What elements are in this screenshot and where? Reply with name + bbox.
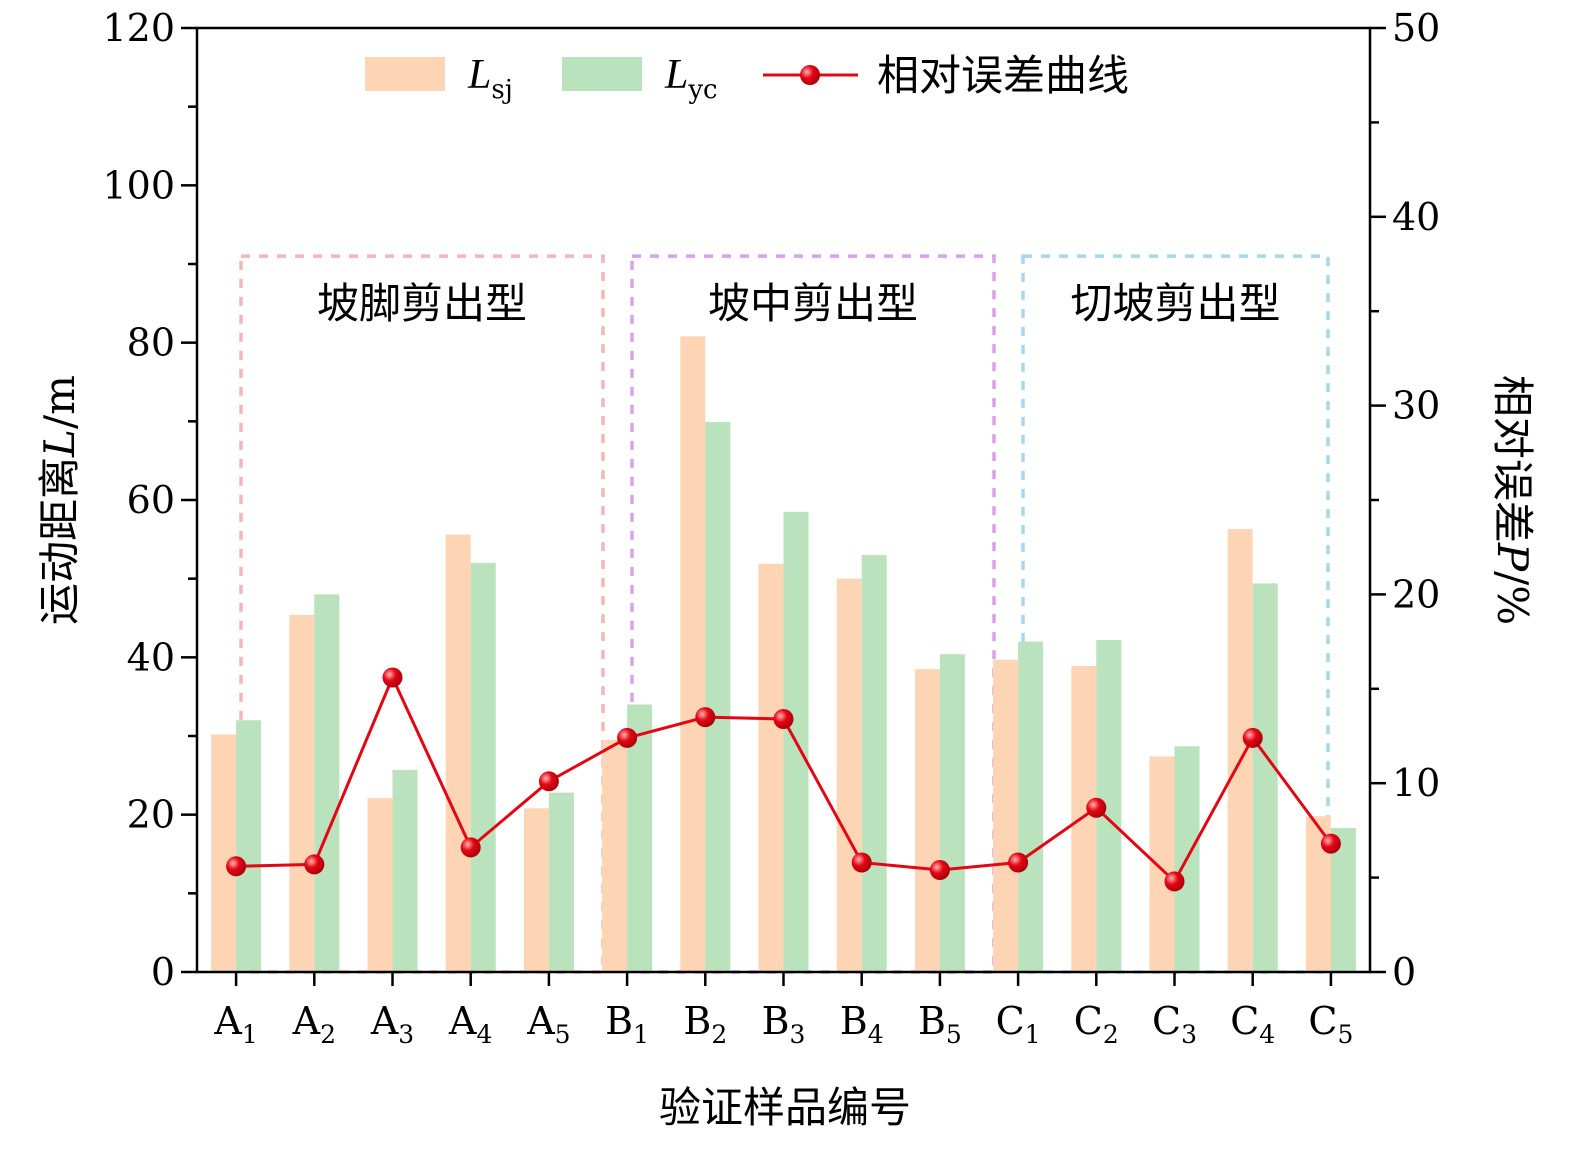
legend-swatch-lsj	[365, 57, 445, 91]
bar-lyc-14	[1252, 583, 1278, 972]
bar-lsj-7	[680, 336, 706, 973]
group-label-2: 坡中剪出型	[708, 279, 918, 328]
group-labels: 坡脚剪出型 坡中剪出型 切坡剪出型	[317, 279, 1281, 328]
bar-lsj-11	[993, 659, 1019, 972]
x-tick-label: A5	[526, 999, 570, 1049]
error-point-8	[773, 709, 794, 730]
bar-lyc-9	[861, 555, 887, 972]
x-tick-label: A4	[448, 999, 492, 1049]
y-axis-left-title: 运动距离L/m	[35, 375, 84, 625]
bar-lyc-6	[627, 704, 653, 972]
y-left-tick-label: 20	[127, 793, 175, 837]
bar-lsj-9	[836, 578, 862, 972]
y-left-tick-label: 80	[127, 321, 175, 365]
error-line	[226, 667, 1341, 892]
bar-lsj-12	[1071, 665, 1097, 972]
error-point-10	[929, 860, 950, 881]
bar-lyc-1	[236, 720, 262, 972]
x-tick-label: B3	[762, 999, 806, 1049]
error-point-2	[304, 854, 325, 875]
x-tick-labels: A1 A2 A3 A4 A5 B1 B2 B3 B4 B5 C1 C2 C3 C4 C5	[213, 999, 1353, 1049]
x-tick-label: B1	[605, 999, 649, 1049]
error-point-5	[538, 771, 559, 792]
bar-lsj-13	[1149, 756, 1175, 972]
bar-lyc-7	[705, 422, 731, 972]
y-left-tick-label: 0	[151, 950, 175, 994]
x-axis-title: 验证样品编号	[659, 1083, 911, 1132]
error-point-14	[1242, 727, 1263, 748]
bar-lyc-11	[1018, 641, 1044, 972]
x-tick-label: C2	[1074, 999, 1119, 1049]
legend-label-lsj: Lsj	[467, 52, 513, 105]
bar-lyc-3	[392, 769, 418, 972]
legend-swatch-lyc	[562, 57, 642, 91]
error-point-11	[1008, 852, 1029, 873]
x-tick-label: A1	[213, 999, 257, 1049]
error-point-13	[1164, 871, 1185, 892]
error-point-9	[851, 852, 872, 873]
y-axis-right-title: 相对误差P/%	[1488, 375, 1537, 625]
y-left-tick-labels: 0 20 40 60 80 100 120	[102, 6, 175, 994]
error-point-3	[382, 667, 403, 688]
error-point-6	[617, 727, 638, 748]
group-box-1	[239, 254, 605, 974]
y-left-tick-label: 120	[102, 6, 175, 50]
y-right-tick-label: 10	[1392, 761, 1440, 805]
x-tick-label: C4	[1230, 999, 1275, 1049]
bar-lsj-3	[367, 798, 393, 972]
error-point-4	[460, 837, 481, 858]
bar-lsj-4	[445, 534, 471, 972]
legend-label-lyc: Lyc	[664, 52, 718, 105]
bar-lyc-2	[314, 594, 340, 972]
legend: Lsj Lyc 相对误差曲线	[365, 51, 1129, 105]
group-label-3: 切坡剪出型	[1070, 279, 1280, 328]
bar-lyc-10	[939, 654, 965, 972]
error-point-7	[695, 707, 716, 728]
x-tick-label: A3	[370, 999, 414, 1049]
y-right-tick-labels: 0 10 20 30 40 50	[1392, 6, 1440, 994]
bar-lsj-14	[1227, 529, 1253, 972]
error-point-15	[1320, 833, 1341, 854]
legend-label-error: 相对误差曲线	[877, 51, 1129, 100]
bar-lsj-5	[523, 808, 549, 972]
error-point-1	[226, 856, 247, 877]
x-tick-label: B2	[683, 999, 727, 1049]
y-right-tick-label: 0	[1392, 950, 1416, 994]
x-tick-label: A2	[292, 999, 336, 1049]
y-right-tick-label: 30	[1392, 384, 1440, 428]
y-left-tick-label: 100	[102, 163, 175, 207]
bar-lyc-5	[548, 792, 574, 972]
y-right-tick-label: 50	[1392, 6, 1440, 50]
axes	[181, 26, 1386, 986]
bar-lsj-2	[289, 614, 315, 972]
y-left-tick-label: 60	[127, 478, 175, 522]
x-tick-label: B5	[918, 999, 962, 1049]
legend-marker-error	[800, 65, 820, 85]
y-right-tick-label: 20	[1392, 572, 1440, 616]
y-right-tick-label: 40	[1392, 195, 1440, 239]
bar-lsj-1	[211, 734, 237, 972]
bars	[211, 336, 1356, 973]
group-box-2	[630, 254, 996, 974]
group-label-1: 坡脚剪出型	[317, 279, 527, 328]
bar-lsj-6	[602, 739, 628, 972]
x-tick-label: C5	[1308, 999, 1353, 1049]
x-tick-label: C1	[996, 999, 1041, 1049]
error-point-12	[1086, 797, 1107, 818]
x-tick-label: C3	[1152, 999, 1197, 1049]
bar-lsj-10	[914, 669, 940, 972]
bar-lsj-8	[758, 563, 784, 972]
x-tick-label: B4	[840, 999, 884, 1049]
y-left-tick-label: 40	[127, 635, 175, 679]
bar-lyc-4	[470, 562, 496, 972]
